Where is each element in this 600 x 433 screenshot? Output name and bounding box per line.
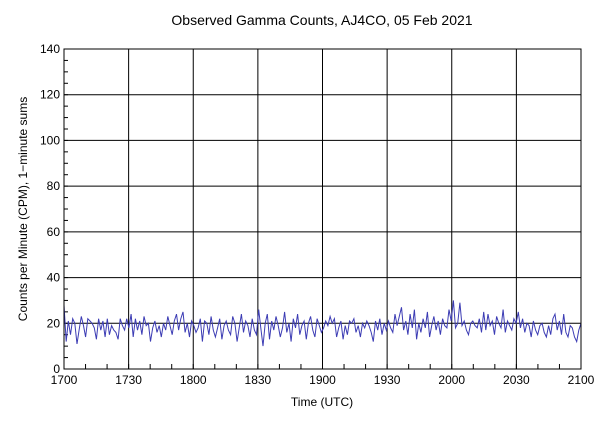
y-tick-label: 60 [47, 225, 61, 239]
plot-frame [63, 48, 582, 370]
x-tick-label: 2100 [568, 373, 595, 387]
x-tick-label: 1830 [245, 373, 272, 387]
x-tick-label: 1930 [374, 373, 401, 387]
chart-title: Observed Gamma Counts, AJ4CO, 05 Feb 202… [171, 12, 472, 28]
y-tick-label: 0 [53, 362, 60, 376]
x-tick-label: 1900 [309, 373, 336, 387]
x-tick-label: 1800 [180, 373, 207, 387]
y-tick-label: 80 [47, 179, 61, 193]
x-tick-label: 1730 [115, 373, 142, 387]
x-tick-label: 2030 [503, 373, 530, 387]
x-axis-label: Time (UTC) [291, 395, 353, 409]
y-tick-label: 120 [40, 88, 60, 102]
y-tick-label: 20 [47, 316, 61, 330]
x-tick-label: 1700 [51, 373, 78, 387]
y-axis-label: Counts per Minute (CPM), 1−minute sums [16, 97, 30, 321]
y-tick-label: 140 [40, 42, 60, 56]
y-tick-label: 40 [47, 271, 61, 285]
counts-series-line [63, 300, 582, 347]
x-tick-label: 2000 [438, 373, 465, 387]
y-tick-label: 100 [40, 133, 60, 147]
